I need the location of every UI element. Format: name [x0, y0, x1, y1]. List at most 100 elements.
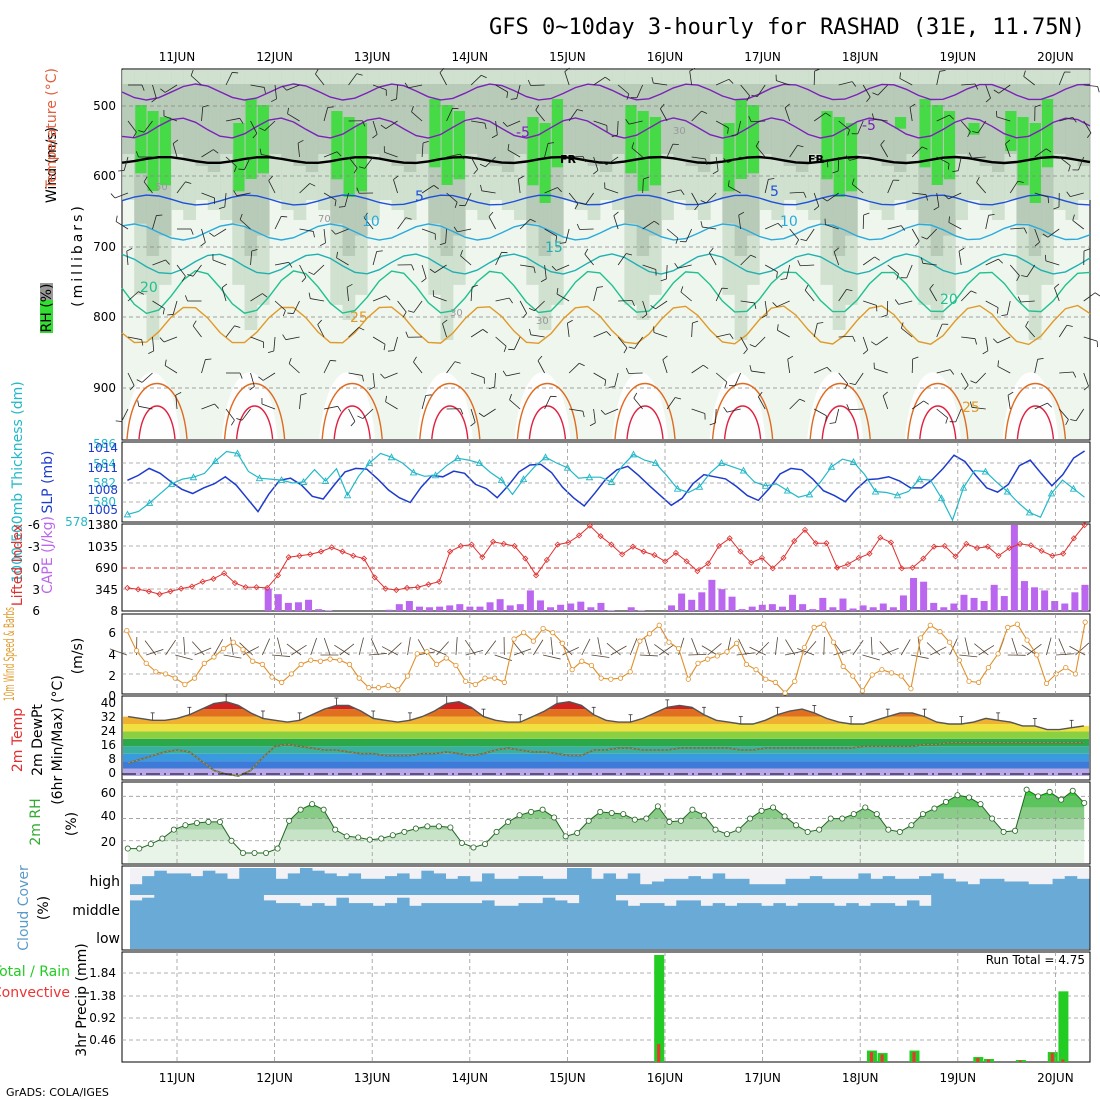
- cloud-high-bar: [603, 873, 616, 895]
- li-marker: [242, 584, 249, 591]
- cloud-low-bar: [821, 922, 835, 949]
- temp-tick-40: 40: [101, 696, 116, 710]
- li-marker: [446, 548, 454, 555]
- wind-tick-0: 0: [108, 689, 116, 703]
- rh-plume-bright: [894, 117, 907, 129]
- rh-dry-tongue: [416, 372, 473, 439]
- wind10-marker: [559, 640, 566, 646]
- cloud-high-bar: [1040, 884, 1053, 895]
- thickness-marker: [805, 490, 814, 498]
- wind-barb-flag: [689, 67, 696, 72]
- wind10-barb: [738, 638, 747, 656]
- wind-barb-flag: [728, 180, 730, 187]
- rh2m-marker: [528, 808, 535, 815]
- cloud-bars: [130, 868, 1090, 949]
- wind-barb: [348, 408, 356, 422]
- wind10-barb: [455, 637, 458, 656]
- cloud-high-bar: [615, 878, 629, 895]
- wind-barb-flag: [1037, 357, 1044, 360]
- wind-barb: [584, 253, 594, 266]
- wind10-marker: [637, 638, 643, 644]
- wind-barb-flag: [933, 206, 940, 211]
- wind-barb: [457, 228, 472, 233]
- wind-barb: [899, 78, 913, 86]
- wind10-marker: [308, 657, 314, 663]
- wind-barb: [568, 109, 578, 122]
- wind-barb: [446, 361, 456, 374]
- li-marker: [963, 540, 970, 547]
- cloud-low-bar: [761, 922, 774, 949]
- wind-barb: [176, 181, 186, 194]
- wind-barb: [1058, 71, 1065, 86]
- wind10-marker: [646, 631, 653, 637]
- top-date-14jun: 14JUN: [452, 50, 489, 64]
- wind-barb-flag: [364, 212, 368, 219]
- cloud-high-bar: [1076, 878, 1090, 895]
- thickness-marker: [717, 459, 726, 466]
- wind-barb: [564, 71, 570, 86]
- wind-barb-flag: [584, 248, 589, 255]
- rh-plume-dark: [612, 84, 625, 154]
- wind-barb: [666, 264, 668, 280]
- wind-barb-flag: [651, 77, 654, 84]
- wind-barb: [813, 408, 827, 417]
- wind-barb-flag: [185, 181, 192, 184]
- rh2m-marker: [574, 830, 581, 837]
- rh-plume-bright: [968, 123, 980, 135]
- top-date-12jun: 12JUN: [256, 50, 293, 64]
- wind10-marker: [588, 662, 595, 669]
- wind10-barb: [949, 638, 958, 656]
- wind-barb: [740, 336, 748, 350]
- wind-barb: [442, 323, 447, 338]
- thickness-marker: [1069, 484, 1078, 492]
- slp-tick-1014: 1014: [87, 441, 118, 455]
- cloud-mid-bar: [190, 895, 204, 922]
- thickness-marker: [607, 478, 616, 485]
- wind-barb-flag: [282, 85, 287, 91]
- cape-bar: [446, 605, 454, 611]
- wind-barb: [1005, 143, 1011, 158]
- wind10-barb: [542, 654, 561, 660]
- cloud-high-bar: [214, 873, 228, 895]
- wind-barb: [495, 84, 508, 93]
- li-marker: [393, 586, 400, 594]
- wind-barb-flag: [958, 247, 965, 252]
- cloud-panel: high middle low Cloud Cover (%): [16, 865, 1091, 951]
- wind10-barb: [310, 637, 317, 656]
- wind-barb: [715, 408, 717, 424]
- wind-barb-flag: [844, 383, 849, 390]
- cape-bar: [748, 606, 756, 611]
- wind-barb: [814, 366, 828, 374]
- rh-plume-dark: [1077, 84, 1091, 166]
- wind10-barb: [1056, 653, 1075, 656]
- wind-barb: [393, 336, 398, 351]
- wind-tick-4: 4: [108, 648, 116, 662]
- wind-barb-flag: [608, 386, 615, 388]
- wind-barb-flag: [172, 139, 179, 144]
- wind-barb-flag: [218, 206, 225, 210]
- wind-barb: [689, 71, 693, 86]
- cloud-low-bar: [579, 922, 592, 949]
- li-marker: [952, 553, 959, 560]
- wind10-barb: [644, 637, 650, 656]
- wind-barb: [323, 107, 329, 122]
- cloud-high-bar: [336, 876, 349, 895]
- thickness-marker: [519, 475, 528, 483]
- wind-barb: [568, 362, 580, 374]
- li-marker: [909, 564, 916, 571]
- wind-barb: [906, 264, 913, 279]
- wind-barb-flag: [385, 395, 387, 402]
- cloud-mid-bar: [712, 903, 726, 922]
- wind-barb: [960, 372, 969, 386]
- cloud-mid-bar: [421, 903, 434, 922]
- cloud-low-bar: [336, 922, 349, 949]
- li-marker: [317, 548, 325, 555]
- wind-barb: [244, 156, 251, 170]
- wind-barb: [1026, 264, 1036, 277]
- wind-barb-flag: [405, 331, 409, 338]
- cloud-low-bar: [1064, 922, 1078, 949]
- isotherm-30: [419, 383, 481, 440]
- cloud-mid-bar: [688, 900, 701, 922]
- rh-plume-bright: [429, 99, 441, 168]
- thickness-marker: [585, 473, 594, 481]
